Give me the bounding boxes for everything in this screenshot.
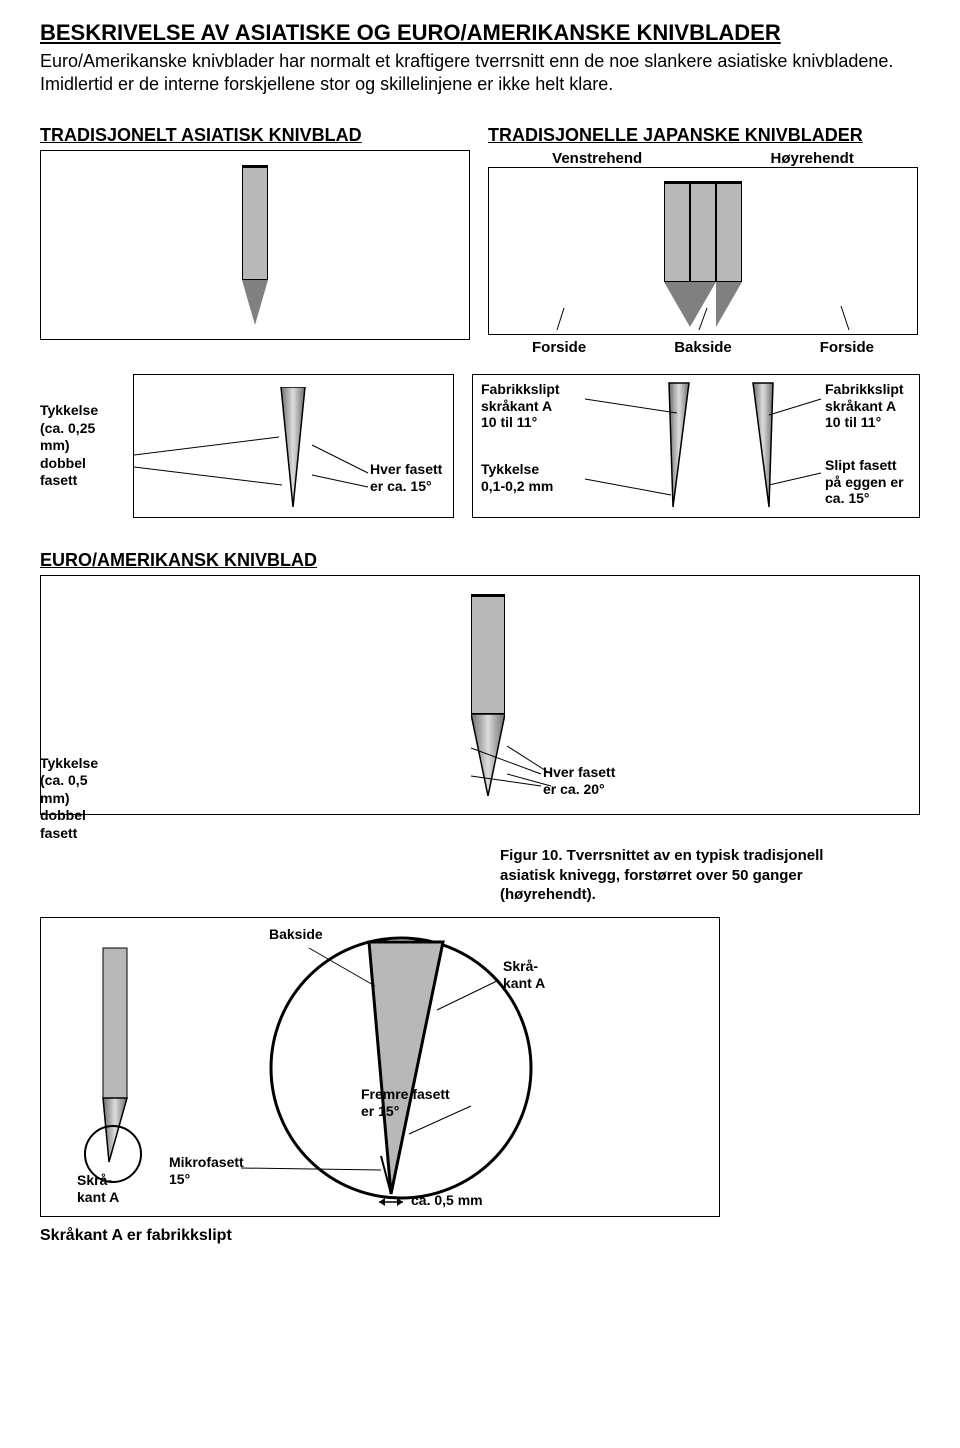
euro-blade-icon (471, 594, 505, 794)
detail-bevel-r-l2: kant A (503, 975, 545, 992)
detail-front-l2: er 15° (361, 1103, 450, 1120)
japan-thickness-l2: 0,1-0,2 mm (481, 478, 553, 495)
figure-10-diagram (41, 918, 721, 1218)
asian-blade-icon (242, 165, 268, 325)
detail-back-label: Bakside (269, 926, 323, 943)
fig10-l3: (høyrehendt). (500, 885, 920, 905)
japan-thickness-l1: Tykkelse (481, 461, 553, 478)
detail-width-label: ca. 0,5 mm (411, 1192, 483, 1209)
japan-factory-annot-r: Fabrikkslipt skråkant A 10 til 11° (825, 381, 904, 431)
bottom-factory-text: Skråkant A er fabrikkslipt (40, 1227, 920, 1245)
detail-bevel-left: Skrå- kant A (77, 1172, 119, 1206)
japan-blade-bakside (690, 181, 716, 321)
japan-blade-forside-r (716, 181, 742, 321)
asian-top-box (40, 150, 470, 340)
japan-right-factory-l3: 10 til 11° (825, 414, 904, 431)
asian-cross-section-icon (261, 387, 325, 507)
header-row: TRADISJONELT ASIATISK KNIVBLAD TRADISJON… (40, 125, 920, 356)
detail-bevel-l-l1: Skrå- (77, 1172, 119, 1189)
japan-header: TRADISJONELLE JAPANSKE KNIVBLADER (488, 125, 918, 146)
detail-bevel-r-l1: Skrå- (503, 958, 545, 975)
asian-thickness-label: Tykkelse (ca. 0,25 mm) dobbel fasett (40, 374, 115, 518)
detail-front-l1: Fremre fasett (361, 1086, 450, 1103)
asian-thickness-l2: (ca. 0,25 mm) (40, 420, 115, 455)
page-title: BESKRIVELSE AV ASIATISKE OG EURO/AMERIKA… (40, 20, 920, 46)
figure-10-caption: Figur 10. Tverrsnittet av en typisk trad… (500, 846, 920, 905)
asian-thickness-l1: Tykkelse (40, 402, 115, 420)
left-handed-label: Venstrehend (552, 150, 642, 167)
detail-micro-l2: 15° (169, 1171, 244, 1188)
japan-top-box (488, 167, 918, 335)
euro-facet-annot: Hver fasett er ca. 20° (543, 764, 615, 798)
asian-header: TRADISJONELT ASIATISK KNIVBLAD (40, 125, 470, 146)
forside-label-r: Forside (820, 339, 874, 356)
japan-thickness-annot: Tykkelse 0,1-0,2 mm (481, 461, 553, 495)
japan-slip-annot: Slipt fasett på eggen er ca. 15° (825, 457, 904, 507)
detail-micro-label: Mikrofasett 15° (169, 1154, 244, 1188)
asian-thickness-l3: dobbel fasett (40, 455, 115, 490)
japan-factory-annot-l: Fabrikkslipt skråkant A 10 til 11° (481, 381, 560, 431)
asian-facet-annot: Hver fasett er ca. 15° (370, 461, 442, 495)
euro-facet-l1: Hver fasett (543, 764, 615, 781)
japan-right-factory-l2: skråkant A (825, 398, 904, 415)
euro-section: EURO/AMERIKANSK KNIVBLAD (40, 550, 920, 807)
fig10-l2: asiatisk knivegg, forstørret over 50 gan… (500, 866, 920, 886)
detail-micro-l1: Mikrofasett (169, 1154, 244, 1171)
detail-front-label: Fremre fasett er 15° (361, 1086, 450, 1120)
japan-blade-forside-l (664, 181, 690, 321)
bakside-label: Bakside (674, 339, 732, 356)
right-handed-label: Høyrehendt (771, 150, 854, 167)
euro-header: EURO/AMERIKANSK KNIVBLAD (40, 550, 920, 571)
detail-bevel-l-l2: kant A (77, 1189, 119, 1206)
japan-slip-l1: Slipt fasett (825, 457, 904, 474)
detail-bevel-right: Skrå- kant A (503, 958, 545, 992)
cross-section-row: Tykkelse (ca. 0,25 mm) dobbel fasett Hve… (40, 374, 920, 518)
fig10-l1: Figur 10. Tverrsnittet av en typisk trad… (500, 846, 920, 866)
asian-facet-l2: er ca. 15° (370, 478, 442, 495)
forside-label-l: Forside (532, 339, 586, 356)
euro-box: Hver fasett er ca. 20° (40, 575, 920, 815)
figure-10-box: Bakside Skrå- kant A Skrå- kant A Mikrof… (40, 917, 720, 1217)
japan-right-factory-l1: Fabrikkslipt (825, 381, 904, 398)
asian-cross-box: Hver fasett er ca. 15° (133, 374, 454, 518)
euro-facet-l2: er ca. 20° (543, 781, 615, 798)
japan-slip-l2: på eggen er (825, 474, 904, 491)
figure-10-row: Figur 10. Tverrsnittet av en typisk trad… (40, 846, 920, 905)
asian-facet-l1: Hver fasett (370, 461, 442, 478)
japan-slip-l3: ca. 15° (825, 490, 904, 507)
japan-factory-l1: Fabrikkslipt (481, 381, 560, 398)
japan-cross-box: Fabrikkslipt skråkant A 10 til 11° Tykke… (472, 374, 920, 518)
japan-factory-l2: skråkant A (481, 398, 560, 415)
japan-factory-l3: 10 til 11° (481, 414, 560, 431)
japan-hand-labels: Venstrehend Høyrehendt (488, 150, 918, 167)
intro-paragraph: Euro/Amerikanske knivblader har normalt … (40, 50, 920, 97)
japan-side-labels: Forside Bakside Forside (488, 339, 918, 356)
